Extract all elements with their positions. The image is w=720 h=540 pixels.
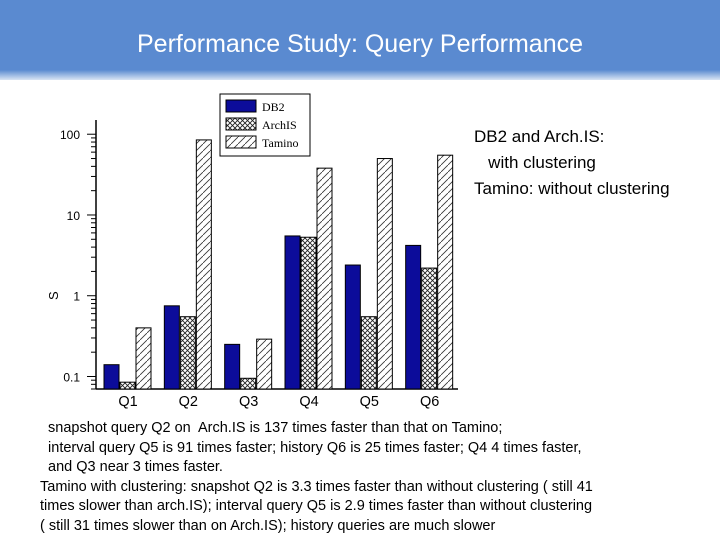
x-tick-label: Q4 (299, 394, 318, 410)
y-tick-label: 1 (73, 290, 80, 304)
chart-axes (87, 120, 458, 390)
bar-db2-q2 (163, 305, 180, 390)
x-tick-label: Q6 (420, 394, 439, 410)
y-tick-label: 10 (67, 209, 81, 223)
title-bar-shade (0, 70, 720, 80)
body-line: snapshot query Q2 on Arch.IS is 137 time… (40, 420, 503, 436)
slide-title: Performance Study: Query Performance (136, 30, 584, 58)
legend-label-db2: DB2 (262, 100, 285, 114)
bar-tamino-q1 (135, 327, 152, 390)
bar-tamino-q5 (376, 158, 393, 390)
bar-archis-q2 (179, 316, 196, 390)
legend-swatch-db2 (225, 99, 257, 113)
bar-archis-q3 (240, 377, 257, 390)
bar-archis-q1 (119, 381, 136, 390)
side-note-line: with clustering (474, 153, 596, 172)
chart-bars (103, 139, 454, 390)
y-axis-label: S (46, 291, 61, 300)
query-performance-chart: 0.1 1 10 100 S Q1 Q2 Q3 Q4 Q5 Q6 DB2 ArchIS Tamino (46, 93, 458, 410)
body-line: ( still 31 times slower than on Arch.IS)… (40, 517, 496, 534)
x-tick-label: Q3 (239, 394, 258, 410)
bar-db2-q4 (284, 235, 301, 390)
x-tick-label: Q1 (118, 394, 137, 410)
y-tick-label: 0.1 (63, 370, 80, 384)
body-line: times slower than arch.IS); interval que… (40, 498, 593, 514)
body-text: snapshot query Q2 on Arch.IS is 137 time… (40, 419, 680, 536)
x-tick-label: Q5 (360, 394, 379, 410)
bar-db2-q5 (344, 264, 361, 390)
bar-archis-q5 (360, 316, 377, 390)
side-note-line: Tamino: without clustering (474, 179, 670, 198)
bar-tamino-q6 (437, 154, 454, 390)
chart-legend: DB2 ArchIS Tamino (219, 93, 311, 157)
bar-tamino-q2 (195, 139, 212, 390)
legend-swatch-tamino (225, 135, 257, 149)
legend-swatch-archis (225, 117, 257, 131)
x-tick-label: Q2 (179, 394, 198, 410)
body-line: and Q3 near 3 times faster. (40, 459, 223, 475)
side-note-line: DB2 and Arch.IS: (474, 127, 605, 146)
bar-db2-q1 (103, 364, 120, 390)
side-notes: DB2 and Arch.IS: with clustering Tamino:… (474, 124, 670, 202)
body-line: Tamino with clustering: snapshot Q2 is 3… (40, 478, 593, 495)
bar-archis-q4 (300, 236, 317, 390)
bar-archis-q6 (421, 267, 438, 390)
chart-labels: 0.1 1 10 100 S Q1 Q2 Q3 Q4 Q5 Q6 (46, 128, 439, 410)
bar-tamino-q3 (256, 338, 273, 390)
bar-db2-q6 (405, 244, 422, 390)
body-line: interval query Q5 is 91 times faster; hi… (40, 439, 582, 456)
y-tick-label: 100 (60, 128, 80, 142)
title-bar (0, 0, 720, 80)
legend-label-archis: ArchIS (262, 118, 297, 132)
bar-db2-q3 (224, 343, 241, 390)
legend-label-tamino: Tamino (262, 136, 299, 150)
bar-tamino-q4 (316, 167, 333, 390)
